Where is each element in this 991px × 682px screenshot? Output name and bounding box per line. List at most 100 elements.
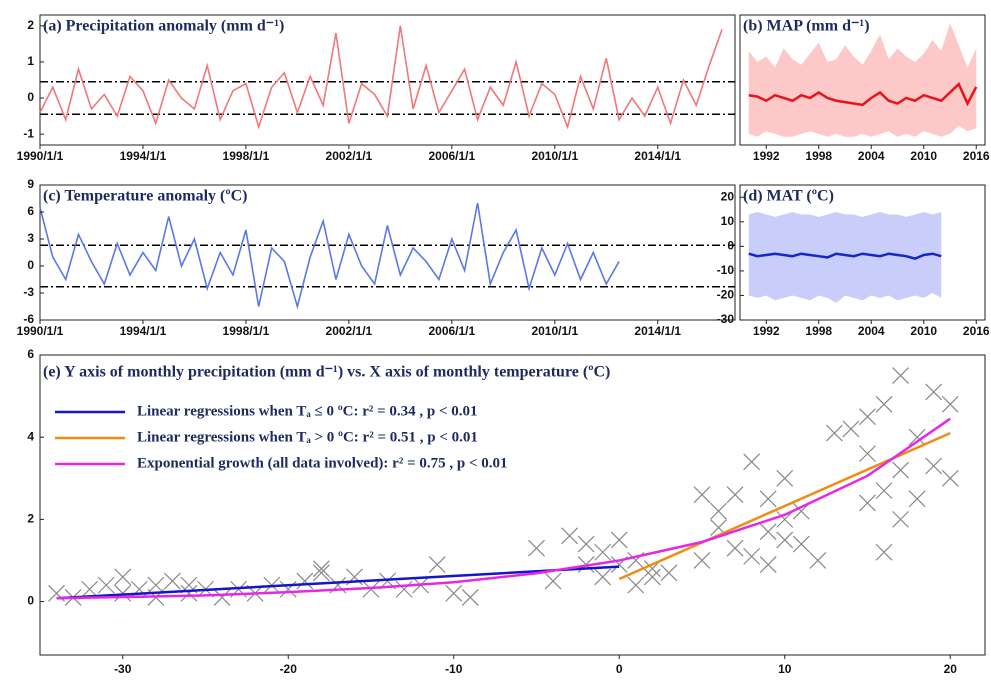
y-tick-label: 0 [727, 239, 734, 253]
x-tick-label: 2014/1/1 [634, 324, 681, 338]
data-line [39, 202, 620, 310]
x-tick-label: 2010/1/1 [531, 324, 578, 338]
scatter-point [445, 584, 463, 602]
scatter-point [875, 482, 893, 500]
scatter-point [859, 445, 876, 463]
scatter-point [693, 552, 711, 569]
scatter-point [859, 408, 876, 426]
y-tick-label: 3 [27, 231, 34, 245]
x-tick-label: 2010 [910, 324, 937, 338]
scatter-point [147, 576, 165, 594]
scatter-point [759, 490, 777, 508]
scatter-point [776, 510, 794, 528]
x-tick-label: 2002/1/1 [326, 149, 373, 163]
scatter-point [776, 469, 794, 487]
y-tick-label: 2 [27, 512, 34, 526]
scatter-point [842, 420, 860, 438]
y-tick-label: 1 [27, 54, 34, 68]
x-tick-label: 1994/1/1 [120, 149, 167, 163]
data-line [748, 252, 942, 260]
scatter-point [213, 589, 231, 606]
scatter-point [726, 539, 744, 557]
x-tick-label: 2010/1/1 [531, 149, 578, 163]
data-line [56, 565, 620, 600]
scatter-point [561, 527, 579, 545]
scatter-point [825, 424, 843, 442]
scatter-point [544, 572, 562, 590]
x-tick-label: 2004 [858, 149, 885, 163]
x-tick-label: -10 [445, 662, 463, 676]
panel-title: (b) MAP (mm d⁻¹) [743, 18, 870, 35]
x-tick-label: 0 [616, 662, 623, 676]
scatter-point [81, 580, 99, 598]
scatter-point [627, 576, 645, 594]
y-tick-label: -10 [717, 263, 735, 277]
panel-title: (e) Y axis of monthly precipitation (mm … [43, 364, 610, 381]
scatter-point [908, 490, 926, 508]
scatter-point [743, 453, 761, 471]
x-tick-label: 2006/1/1 [428, 324, 475, 338]
x-tick-label: 2016 [963, 149, 990, 163]
scatter-point [925, 457, 943, 475]
scatter-point [428, 556, 446, 574]
y-tick-label: 0 [27, 90, 34, 104]
scatter-point [892, 461, 910, 479]
panel-title: (a) Precipitation anomaly (mm d⁻¹) [43, 18, 284, 35]
scatter-point [743, 547, 761, 565]
legend-label: Exponential growth (all data involved): … [137, 455, 508, 471]
x-tick-label: 1990/1/1 [17, 149, 64, 163]
scatter-point [875, 543, 893, 561]
scatter-point [693, 486, 711, 504]
y-tick-label: 6 [27, 204, 34, 218]
uncertainty-band [748, 212, 942, 303]
scatter-point [710, 502, 727, 520]
legend-label: Linear regressions when Tₐ ≤ 0 ºC: r² = … [137, 403, 478, 419]
y-tick-label: -6 [23, 312, 34, 326]
y-tick-label: -30 [717, 312, 735, 326]
scatter-point [312, 564, 330, 582]
x-tick-label: -20 [280, 662, 298, 676]
x-tick-label: 2010 [910, 149, 937, 163]
scatter-point [114, 568, 132, 586]
scatter-point [809, 552, 827, 569]
x-tick-label: 2014/1/1 [634, 149, 681, 163]
plot-frame [39, 354, 986, 656]
scatter-point [908, 428, 926, 446]
scatter-point [594, 543, 612, 561]
x-tick-label: 2002/1/1 [326, 324, 373, 338]
scatter-point [610, 531, 628, 549]
x-tick-label: -30 [114, 662, 132, 676]
x-tick-label: 1992 [753, 324, 780, 338]
x-tick-label: 10 [778, 662, 792, 676]
plot-frame [39, 184, 736, 321]
y-tick-label: 0 [27, 594, 34, 608]
x-tick-label: 1992 [753, 149, 780, 163]
scatter-point [643, 568, 661, 586]
x-tick-label: 2006/1/1 [428, 149, 475, 163]
data-line [748, 82, 978, 107]
scatter-point [180, 584, 198, 602]
y-tick-label: -1 [23, 126, 34, 140]
uncertainty-band [748, 23, 977, 137]
scatter-point [594, 568, 612, 586]
scatter-point [312, 560, 330, 578]
y-tick-label: -3 [23, 285, 34, 299]
x-tick-label: 1998 [805, 324, 832, 338]
scatter-point [859, 494, 876, 512]
data-line [56, 417, 951, 600]
x-tick-label: 2016 [963, 324, 990, 338]
scatter-point [726, 486, 744, 504]
x-tick-label: 1990/1/1 [17, 324, 64, 338]
legend-label: Linear regressions when Tₐ > 0 ºC: r² = … [137, 429, 478, 445]
x-tick-label: 20 [944, 662, 958, 676]
scatter-point [892, 510, 910, 528]
x-tick-label: 1998 [805, 149, 832, 163]
y-tick-label: 2 [27, 18, 34, 32]
y-tick-label: 10 [721, 214, 735, 228]
scatter-point [759, 523, 777, 541]
scatter-point [528, 539, 545, 557]
y-tick-label: 4 [27, 429, 34, 443]
x-tick-label: 1998/1/1 [223, 149, 270, 163]
scatter-point [660, 564, 678, 582]
